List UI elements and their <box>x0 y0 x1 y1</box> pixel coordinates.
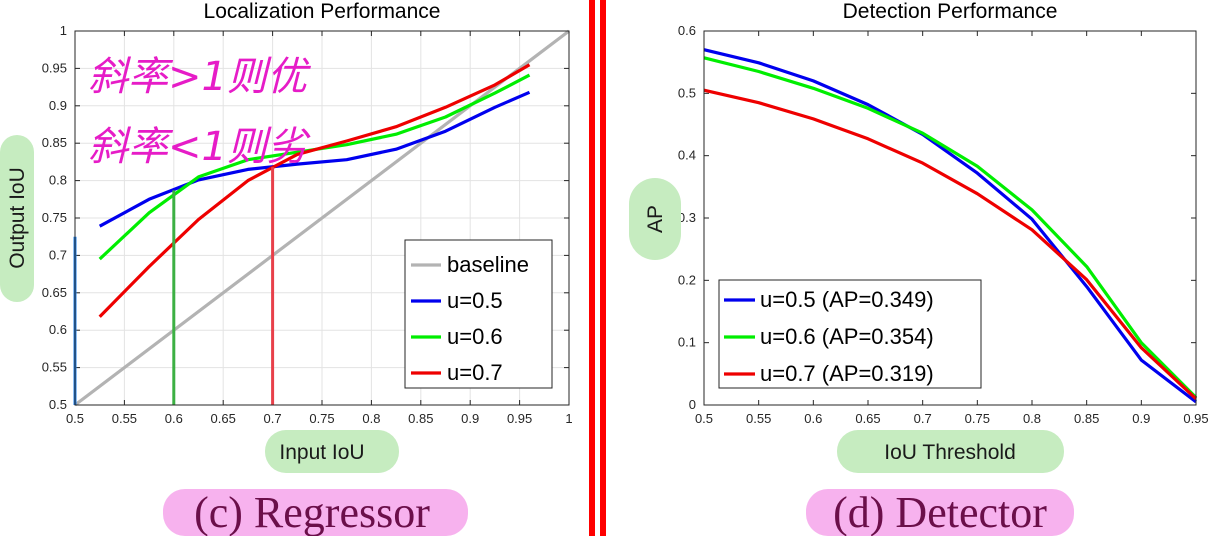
series-line-u05 <box>703 48 1197 404</box>
y-tick-labels: 0.5 0.55 0.6 0.65 0.7 0.75 0.8 0.85 0.9 0.95 1 <box>42 23 67 412</box>
y-tick-label: 0.2 <box>678 272 696 287</box>
y-tick-labels: 0 0.1 0.2 0.3 0.4 0.5 0.6 <box>678 23 696 412</box>
y-tick-label: 0.4 <box>678 148 696 163</box>
x-tick-label: 0.55 <box>112 411 137 426</box>
y-tick-label: 0.65 <box>42 285 67 300</box>
plot-frame <box>703 30 1197 406</box>
ylabel-pill <box>629 178 681 260</box>
annotation-slope-less: 斜率<1则劣 <box>88 124 311 170</box>
caption-detector: (d) Detector <box>833 488 1047 536</box>
x-tick-labels: 0.5 0.55 0.6 0.65 0.7 0.75 0.8 0.85 0.9 0.95 1 <box>66 411 573 426</box>
x-tick-label: 0.5 <box>66 411 84 426</box>
x-tick-label: 0.7 <box>914 411 932 426</box>
x-tick-labels: 0.5 0.55 0.6 0.65 0.7 0.75 0.8 0.85 0.9 0.95 <box>695 411 1209 426</box>
y-tick-label: 0.6 <box>678 23 696 38</box>
series-line-u05 <box>98 90 531 228</box>
x-tick-label: 0.6 <box>165 411 183 426</box>
threshold-markers <box>73 167 275 405</box>
x-tick-label: 0.85 <box>408 411 433 426</box>
detection-chart: Detection Performance 0.5 0.55 0.6 0.65 0.7 0… <box>629 0 1209 536</box>
x-tick-label: 1 <box>565 411 572 426</box>
x-tick-label: 0.75 <box>965 411 990 426</box>
y-tick-label: 0.3 <box>678 210 696 225</box>
y-tick-label: 0.8 <box>49 173 67 188</box>
xlabel-pill <box>265 430 399 473</box>
legend-box <box>718 279 982 389</box>
x-tick-label: 0.5 <box>695 411 713 426</box>
y-tick-label: 0.55 <box>42 360 67 375</box>
y-tick-label: 0.95 <box>42 60 67 75</box>
xlabel-input-iou: Input IoU <box>279 441 364 464</box>
x-tick-label: 0.75 <box>309 411 334 426</box>
x-tick-label: 0.95 <box>507 411 532 426</box>
y-tick-label: 0.75 <box>42 210 67 225</box>
chart-title-localization: Localization Performance <box>204 0 441 23</box>
series-line-u07 <box>703 88 1198 400</box>
x-tick-label: 0.65 <box>855 411 880 426</box>
y-tick-label: 0.1 <box>678 335 696 350</box>
divider <box>589 0 606 536</box>
plot-frame <box>74 30 570 406</box>
x-tick-label: 0.8 <box>362 411 380 426</box>
legend-label-u07: u=0.7 <box>447 360 503 385</box>
y-tick-label: 0.7 <box>49 247 67 262</box>
caption-pill <box>163 489 468 536</box>
x-tick-label: 0.9 <box>1132 411 1150 426</box>
y-tick-label: 0.6 <box>49 322 67 337</box>
legend-label-u07: u=0.7 (AP=0.319) <box>760 361 934 386</box>
x-tick-label: 0.8 <box>1023 411 1041 426</box>
legend-label-u06: u=0.6 (AP=0.354) <box>760 324 934 349</box>
series-line-baseline <box>74 29 570 407</box>
x-tick-label: 0.7 <box>264 411 282 426</box>
y-tick-label: 0.85 <box>42 135 67 150</box>
y-tick-label: 0.9 <box>49 98 67 113</box>
y-tick-label: 1 <box>60 23 67 38</box>
x-tick-label: 0.65 <box>211 411 236 426</box>
divider-bar-right <box>600 0 606 536</box>
legend: baseline u=0.5 u=0.6 u=0.7 <box>404 239 553 389</box>
chart-title-detection: Detection Performance <box>843 0 1058 23</box>
x-tick-label: 0.6 <box>804 411 822 426</box>
ylabel-output-iou: Output IoU <box>6 167 29 269</box>
divider-bar-left <box>589 0 595 536</box>
legend-label-u05: u=0.5 (AP=0.349) <box>760 287 934 312</box>
legend-label-u06: u=0.6 <box>447 324 503 349</box>
x-tick-label: 0.85 <box>1074 411 1099 426</box>
legend-label-baseline: baseline <box>447 252 529 277</box>
y-tick-label: 0 <box>689 397 696 412</box>
ylabel-pill <box>0 135 34 302</box>
x-tick-label: 0.95 <box>1183 411 1208 426</box>
xlabel-pill <box>837 430 1064 473</box>
ylabel-ap: AP <box>644 205 667 233</box>
annotation-slope-greater: 斜率>1则优 <box>88 54 312 100</box>
y-tick-label: 0.5 <box>49 397 67 412</box>
localization-chart: Localization Performance 0.5 0.55 0.6 0.65 0… <box>0 0 573 536</box>
xlabel-iou-threshold: IoU Threshold <box>884 441 1016 464</box>
legend-label-u05: u=0.5 <box>447 288 503 313</box>
series-line-u06 <box>703 56 1198 399</box>
caption-pill <box>806 489 1074 536</box>
y-tick-label: 0.5 <box>678 85 696 100</box>
legend: u=0.5 (AP=0.349) u=0.6 (AP=0.354) u=0.7 (A… <box>718 279 982 389</box>
x-tick-label: 0.9 <box>461 411 479 426</box>
caption-regressor: (c) Regressor <box>194 488 430 536</box>
x-tick-label: 0.55 <box>746 411 771 426</box>
series-group <box>703 48 1198 404</box>
